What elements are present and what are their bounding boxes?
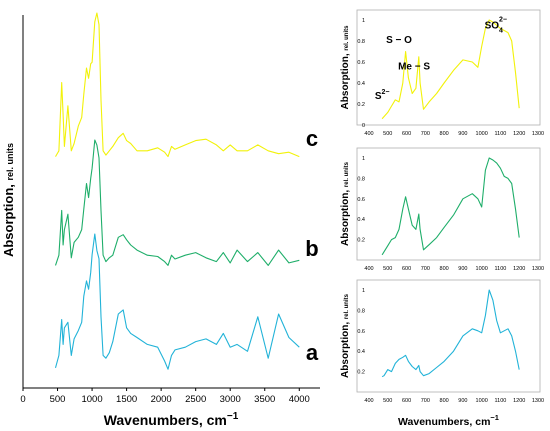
x-tick-label: 800 <box>440 131 449 137</box>
x-tick-label: 1000 <box>81 394 102 405</box>
peak-annotation: S2− <box>375 89 390 102</box>
x-tick-label: 500 <box>383 266 392 272</box>
x-tick-label: 700 <box>421 398 430 404</box>
inset-chart-bottom: 0.2 0.4 0.6 0.8 1 400 500 600 700 800 900 1000 1100 1… <box>340 279 544 428</box>
x-tick-label: 1200 <box>513 131 525 137</box>
x-tick-label: 600 <box>402 398 411 404</box>
x-tick-label: 800 <box>440 266 449 272</box>
y-tick-label: 0.6 <box>357 60 365 66</box>
x-tick-label: 1200 <box>513 266 525 272</box>
x-tick-label: 900 <box>458 398 467 404</box>
inset-frame <box>356 147 541 261</box>
x-tick-label: 600 <box>402 266 411 272</box>
y-tick-label: 1 <box>362 156 365 162</box>
series-label-b: b <box>305 236 318 261</box>
x-tick-label: 500 <box>50 394 66 405</box>
x-tick-label: 1500 <box>116 394 137 405</box>
x-tick-label: 0 <box>20 394 25 405</box>
x-tick-label: 3000 <box>220 394 241 405</box>
x-tick-label: 900 <box>458 266 467 272</box>
x-axis-label: Wavenumbers, cm−1 <box>398 413 499 428</box>
series-label-a: a <box>306 340 319 365</box>
inset-series-line <box>381 19 520 120</box>
y-tick-label: 1 <box>362 288 365 294</box>
y-tick-label: 0.2 <box>357 102 365 108</box>
x-tick-label: 1000 <box>476 266 488 272</box>
x-tick-label: 1200 <box>513 398 525 404</box>
series-line-a <box>54 233 300 370</box>
y-tick-label: 0.8 <box>357 176 365 182</box>
y-axis-label: Absorption, rel. units <box>1 143 16 257</box>
x-tick-label: 4000 <box>289 394 310 405</box>
x-axis-label: Wavenumbers, cm−1 <box>104 411 239 428</box>
x-tick-label: 400 <box>364 266 373 272</box>
x-tick-label: 1300 <box>532 398 544 404</box>
x-tick-label: 500 <box>383 398 392 404</box>
main-chart: 0 500 1000 1500 2000 2500 3000 3500 4000 c b a Waven… <box>1 12 320 428</box>
y-tick-label: 0.4 <box>357 217 365 223</box>
y-tick-label: 1 <box>362 18 365 24</box>
x-tick-label: 400 <box>364 131 373 137</box>
x-tick-label: 1300 <box>532 131 544 137</box>
x-tick-label: 400 <box>364 398 373 404</box>
y-axis-label: Absorption, rel. units <box>340 25 351 110</box>
inset-series-line <box>381 289 520 378</box>
x-tick-label: 800 <box>440 398 449 404</box>
y-tick-label: 0.8 <box>357 308 365 314</box>
series-line-b <box>54 139 300 266</box>
x-tick-label: 1000 <box>476 131 488 137</box>
y-tick-label: 0.8 <box>357 39 365 45</box>
y-axis-label: Absorption, rel. units <box>340 293 351 378</box>
x-tick-label: 900 <box>458 131 467 137</box>
x-tick-label: 2000 <box>151 394 172 405</box>
peak-annotation: Me − S <box>398 61 430 72</box>
y-tick-label: 0.6 <box>357 329 365 335</box>
x-tick-label: 1000 <box>476 398 488 404</box>
x-tick-label: 500 <box>383 131 392 137</box>
y-tick-label: 0.4 <box>357 349 365 355</box>
x-tick-label: 1100 <box>495 266 507 272</box>
x-tick-label: 1100 <box>495 131 507 137</box>
inset-frame <box>356 9 541 126</box>
y-tick-label: 0.4 <box>357 81 365 87</box>
inset-frame <box>356 279 541 393</box>
x-tick-label: 700 <box>421 131 430 137</box>
y-tick-label: 0.2 <box>357 370 365 376</box>
x-tick-label: 2500 <box>185 394 206 405</box>
x-tick-label: 1300 <box>532 266 544 272</box>
peak-annotation: SO42− <box>485 16 507 34</box>
inset-chart-middle: 0.2 0.4 0.6 0.8 1 400 500 600 700 800 900 1000 1100 1… <box>340 147 544 272</box>
inset-series-line <box>381 157 520 256</box>
series-label-c: c <box>306 126 318 151</box>
y-axis-label: Absorption, rel. units <box>340 161 351 246</box>
peak-annotation: S − O <box>386 35 412 46</box>
inset-chart-top: 0 0.2 0.4 0.6 0.8 1 400 500 600 700 800 900 1000 1100… <box>340 9 544 137</box>
series-line-c <box>55 12 300 158</box>
y-tick-label: 0.6 <box>357 197 365 203</box>
y-tick-label: 0 <box>362 123 365 129</box>
y-tick-label: 0.2 <box>357 238 365 244</box>
x-tick-label: 600 <box>402 131 411 137</box>
x-tick-label: 1100 <box>495 398 507 404</box>
x-tick-label: 700 <box>421 266 430 272</box>
x-tick-label: 3500 <box>254 394 275 405</box>
